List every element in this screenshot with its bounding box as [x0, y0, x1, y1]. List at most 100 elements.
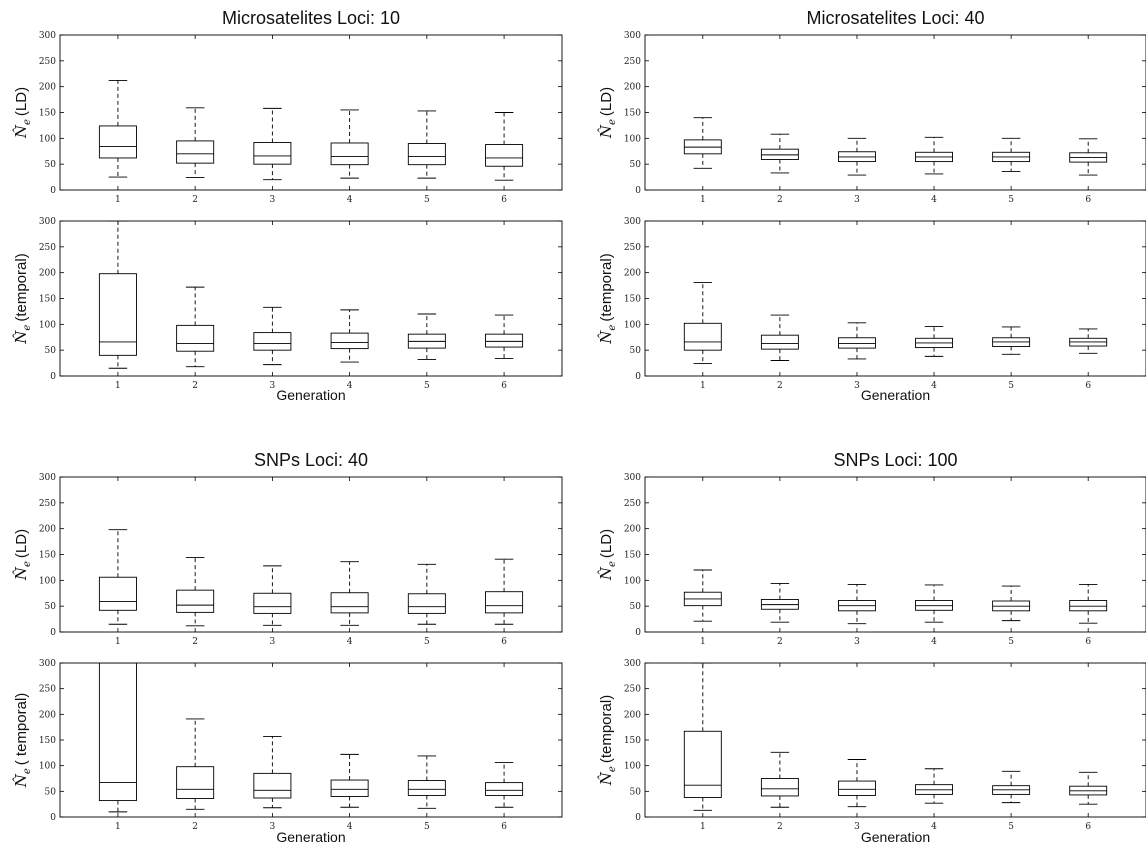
- temporal-panel: 0 50 100 150 200 250 300 1 2 3 4 5 6 N̂e (temporal): [597, 659, 1146, 832]
- y-axis-label: N̂e(LD): [12, 529, 33, 581]
- chart-1: Microsatelites Loci: 1005010015020025030…: [12, 8, 562, 403]
- y-axis-label-subscript: e: [607, 325, 618, 331]
- iqr-box: [408, 144, 445, 165]
- y-tick-label: 100: [39, 762, 56, 772]
- box-3: [254, 566, 291, 625]
- x-tick-label: 3: [270, 381, 276, 391]
- y-tick-label: 300: [39, 473, 56, 483]
- box-6: [1070, 772, 1107, 804]
- x-tick-label: 1: [700, 637, 706, 647]
- iqr-box: [408, 781, 445, 796]
- box-5: [408, 111, 445, 178]
- y-tick-label: 250: [39, 499, 56, 509]
- x-tick-label: 5: [1008, 195, 1014, 205]
- y-axis-label-subscript: e: [22, 768, 33, 774]
- box-5: [993, 586, 1030, 621]
- y-tick-label: 100: [624, 762, 641, 772]
- y-axis-label-text: (LD): [598, 529, 615, 558]
- iqr-box: [331, 593, 368, 613]
- y-axis-label-symbol: N̂: [597, 771, 615, 786]
- axes-frame: [645, 221, 1146, 376]
- box-group: [684, 570, 1106, 624]
- box-3: [254, 736, 291, 807]
- iqr-box: [331, 780, 368, 796]
- box-4: [331, 754, 368, 807]
- y-tick-label: 100: [39, 320, 56, 330]
- x-tick-label: 5: [424, 637, 430, 647]
- y-axis-label-text: (temporal): [598, 695, 615, 763]
- y-tick-label: 300: [624, 31, 641, 41]
- y-tick-label: 300: [624, 473, 641, 483]
- x-tick-label: 4: [347, 381, 353, 391]
- y-tick-label: 0: [50, 628, 56, 638]
- iqr-box: [331, 333, 368, 349]
- y-axis-label-symbol: N̂: [597, 330, 615, 345]
- box-3: [838, 760, 875, 807]
- box-4: [916, 326, 953, 356]
- y-tick-label: 200: [39, 83, 56, 93]
- x-tick-label: 6: [501, 822, 507, 832]
- y-tick-label: 250: [39, 685, 56, 695]
- y-axis-label-text: (LD): [598, 87, 615, 116]
- y-tick-label: 150: [39, 736, 56, 746]
- box-1: [684, 570, 721, 621]
- x-tick-label: 6: [1085, 195, 1091, 205]
- box-2: [177, 558, 214, 626]
- box-4: [916, 769, 953, 803]
- x-tick-label: 4: [347, 822, 353, 832]
- box-3: [838, 323, 875, 359]
- y-axis-label-symbol: N̂: [12, 773, 30, 788]
- box-6: [1070, 584, 1107, 623]
- y-tick-label: 200: [624, 83, 641, 93]
- iqr-box: [177, 767, 214, 799]
- box-2: [177, 719, 214, 809]
- x-tick-label: 3: [270, 822, 276, 832]
- x-tick-label: 4: [931, 195, 937, 205]
- y-tick-label: 100: [624, 576, 641, 586]
- iqr-box: [408, 594, 445, 614]
- y-tick-label: 150: [624, 551, 641, 561]
- y-tick-label: 200: [39, 710, 56, 720]
- chart-title: Microsatelites Loci: 10: [222, 8, 400, 28]
- x-tick-label: 6: [1085, 822, 1091, 832]
- box-3: [838, 138, 875, 175]
- x-tick-label: 4: [347, 195, 353, 205]
- y-axis-label-text: ( temporal): [13, 693, 30, 766]
- box-4: [916, 137, 953, 174]
- iqr-box: [838, 781, 875, 795]
- box-group: [99, 530, 522, 626]
- box-group: [684, 663, 1106, 810]
- y-axis-label: N̂e(LD): [597, 87, 618, 139]
- y-tick-label: 0: [635, 186, 641, 196]
- y-axis-label-text: (temporal): [598, 253, 615, 321]
- x-tick-label: 3: [854, 637, 860, 647]
- iqr-box: [99, 577, 136, 610]
- box-group: [99, 663, 522, 812]
- y-tick-label: 250: [39, 57, 56, 67]
- x-tick-label: 2: [777, 381, 783, 391]
- axes-frame: [645, 35, 1146, 190]
- iqr-box: [254, 593, 291, 613]
- box-4: [331, 310, 368, 362]
- y-axis-label-symbol: N̂: [12, 566, 30, 581]
- y-tick-label: 0: [635, 372, 641, 382]
- y-axis-label: N̂e (temporal): [597, 253, 618, 344]
- x-tick-label: 6: [1085, 381, 1091, 391]
- box-4: [331, 110, 368, 178]
- y-tick-label: 50: [630, 346, 642, 356]
- box-2: [177, 108, 214, 178]
- x-tick-label: 2: [192, 637, 198, 647]
- x-tick-label: 5: [1008, 637, 1014, 647]
- ld-panel: 0 50 100 150 200 250 300 1 2 3 4 5 6 N̂e (LD): [597, 31, 1146, 205]
- ld-panel: 0 50 100 150 200 250 300 1 2 3 4 5 6 N̂e (LD): [12, 473, 562, 647]
- x-tick-label: 3: [270, 195, 276, 205]
- y-tick-label: 300: [624, 217, 641, 227]
- chart-title: Microsatelites Loci: 40: [806, 8, 984, 28]
- x-tick-label: 1: [115, 381, 121, 391]
- y-axis-label-text: (LD): [13, 529, 30, 558]
- y-axis-label-subscript: e: [607, 561, 618, 567]
- y-tick-label: 50: [45, 787, 57, 797]
- temporal-panel: 0 50 100 150 200 250 300 1 2 3 4 5 6 N̂e (temporal): [12, 217, 562, 391]
- temporal-panel: 0 50 100 150 200 250 300 1 2 3 4 5 6 N̂e (temporal): [597, 217, 1146, 391]
- x-tick-label: 2: [777, 195, 783, 205]
